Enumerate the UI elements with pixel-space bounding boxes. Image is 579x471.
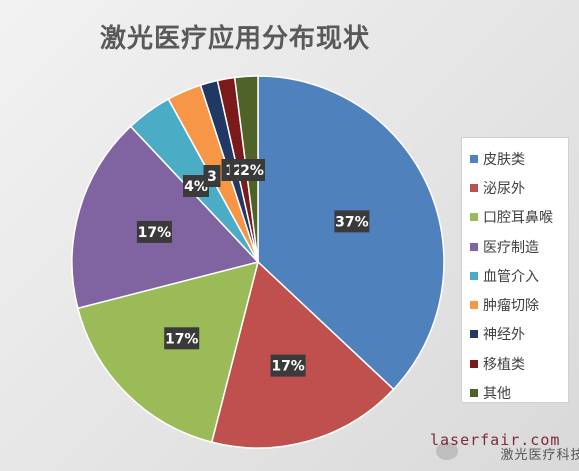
watermark-brand: 激光医疗科技 [500, 448, 579, 463]
legend-item-5: 血管介入 [470, 261, 568, 290]
watermark-text: laserfair.com [430, 431, 561, 449]
legend-item-8: 移植类 [470, 349, 568, 378]
legend-swatch-8 [470, 359, 478, 368]
pie-slice-1 [257, 75, 445, 391]
legend-label-1: 皮肤类 [483, 151, 525, 168]
data-label-bg-9 [239, 159, 265, 181]
legend-item-7: 神经外 [470, 320, 568, 349]
legend-swatch-1 [470, 154, 478, 163]
legend-item-6: 肿瘤切除 [470, 290, 568, 319]
data-label-bg-4 [136, 220, 172, 243]
watermark: laserfair.com 激光医疗科技 [430, 430, 579, 463]
pie-slice-3 [76, 260, 260, 444]
chart-title: 激光医疗应用分布现状 [100, 24, 371, 54]
data-label-bg-6 [203, 165, 221, 187]
legend-label-7: 神经外 [483, 327, 525, 344]
legend: 皮肤类泌尿外口腔耳鼻喉医疗制造血管介入肿瘤切除神经外移植类其他 [461, 137, 569, 403]
data-label-1: 37% [335, 214, 369, 230]
data-label-bg-2 [270, 354, 306, 377]
legend-label-4: 医疗制造 [483, 239, 539, 256]
legend-swatch-3 [470, 213, 478, 222]
legend-swatch-7 [470, 330, 478, 339]
legend-item-1: 皮肤类 [470, 144, 568, 173]
pie-slice-4 [71, 125, 260, 310]
data-label-5: 4% [184, 179, 208, 195]
wechat-logo-icon [436, 442, 458, 460]
legend-item-4: 医疗制造 [470, 232, 568, 261]
legend-label-2: 泌尿外 [483, 180, 525, 197]
legend-item-2: 泌尿外 [470, 173, 568, 202]
legend-item-3: 口腔耳鼻喉 [470, 203, 568, 232]
data-label-8: 2 [233, 163, 243, 179]
data-label-3: 17% [165, 331, 199, 347]
data-label-bg-1 [334, 210, 370, 233]
legend-label-5: 血管介入 [483, 268, 539, 285]
data-label-9: 2% [240, 163, 264, 179]
legend-swatch-4 [470, 242, 478, 251]
data-label-bg-5 [183, 175, 209, 197]
legend-swatch-2 [470, 183, 478, 192]
legend-label-9: 其他 [483, 386, 511, 403]
legend-swatch-5 [470, 271, 478, 280]
legend-label-8: 移植类 [483, 356, 525, 373]
data-label-4: 17% [138, 225, 172, 241]
legend-swatch-6 [470, 301, 478, 310]
legend-label-6: 肿瘤切除 [483, 298, 539, 315]
legend-item-9: 其他 [470, 378, 568, 407]
data-label-6: 3 [207, 169, 217, 185]
legend-label-3: 口腔耳鼻喉 [483, 210, 553, 227]
data-label-2: 17% [271, 359, 305, 375]
legend-swatch-9 [470, 389, 478, 398]
data-label-bg-3 [164, 327, 200, 350]
